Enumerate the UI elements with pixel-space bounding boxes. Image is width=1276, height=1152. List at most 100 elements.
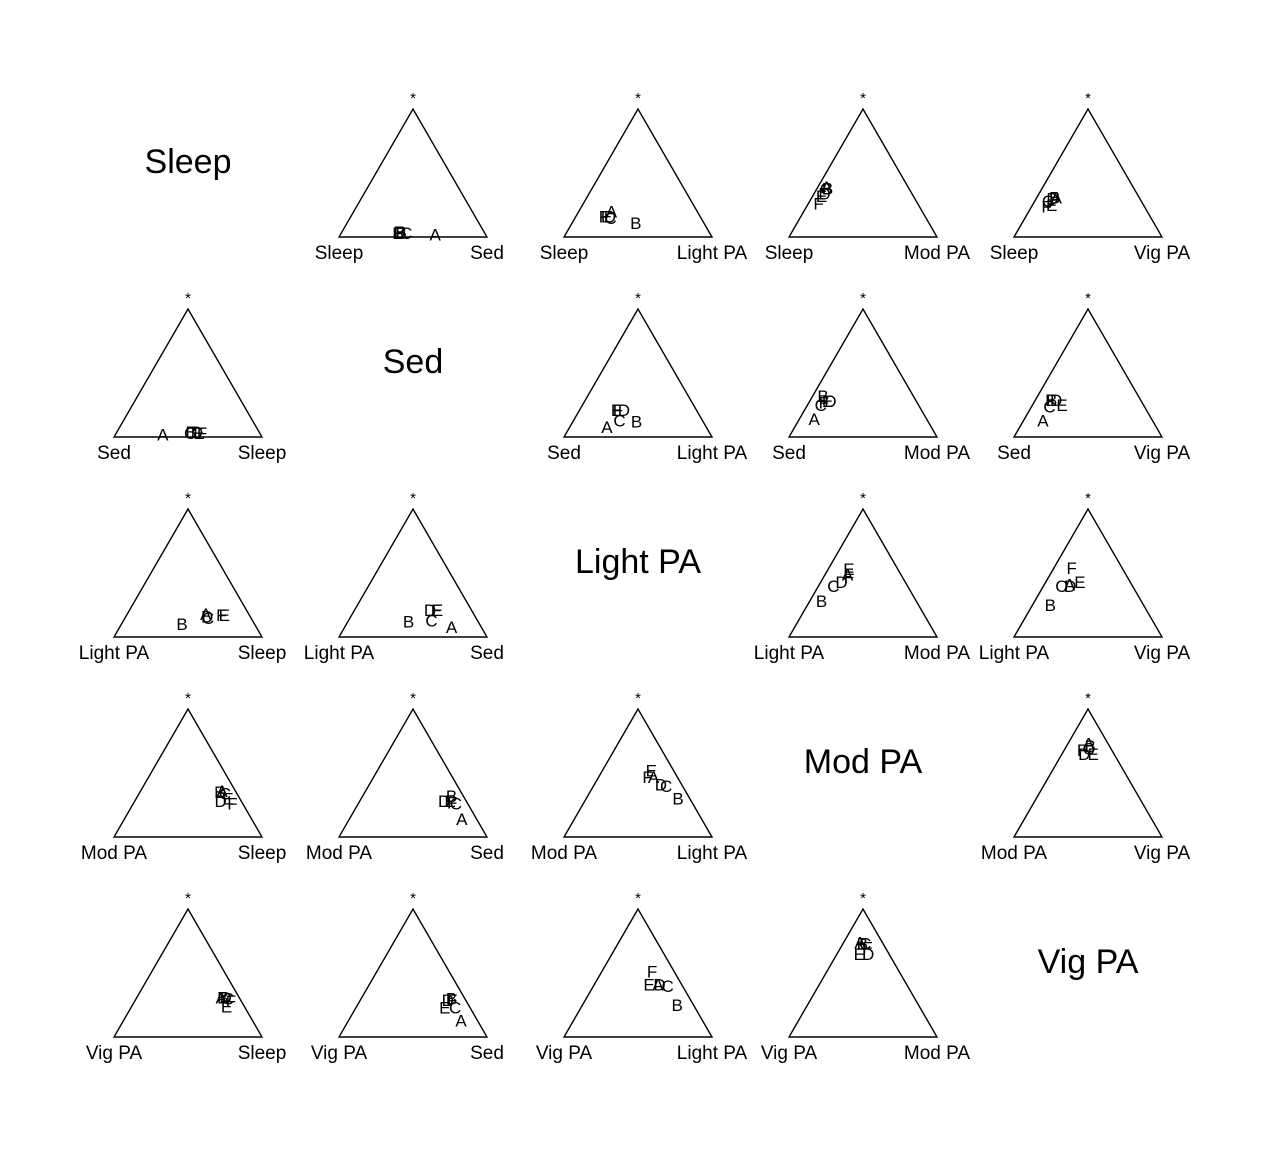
panel-light-pa-sed-left-label: Light PA [304, 643, 375, 664]
panel-sleep-vig-pa-point-b: B [1049, 188, 1060, 207]
panel-sleep-mod-pa-right-label: Mod PA [904, 243, 971, 264]
panel-mod-pa-sed-point-e: E [444, 792, 455, 811]
panel-light-pa-vig-pa-apex-label: * [1085, 490, 1091, 507]
panel-vig-pa-light-pa-point-d: D [653, 976, 665, 995]
panel-vig-pa-mod-pa-point-d: D [862, 945, 874, 964]
panel-mod-pa-sed-point-b: B [446, 787, 457, 806]
panel-light-pa-sleep-triangle [112, 507, 264, 638]
panel-mod-pa-vig-pa-point-b: B [1085, 737, 1096, 756]
panel-sed-light-pa-triangle [562, 307, 714, 438]
panel-sleep-sed-right-label: Sed [470, 243, 504, 264]
panel-mod-pa-sed-point-c: C [450, 795, 462, 814]
panel-sed-light-pa-point-c: C [613, 411, 625, 430]
panel-light-pa-vig-pa-point-f: F [1067, 559, 1077, 578]
panel-sed-light-pa-right-label: Light PA [677, 443, 748, 464]
panel-mod-pa-sed-triangle [337, 707, 489, 838]
panel-light-pa-vig-pa-triangle [1012, 507, 1164, 638]
panel-sed-sleep-triangle [112, 307, 264, 438]
panel-sleep-mod-pa-point-c: C [820, 179, 832, 198]
panel-vig-pa-light-pa-point-c: C [661, 977, 673, 996]
panel-light-pa-sleep-right-label: Sleep [238, 643, 287, 664]
panel-mod-pa-sleep-point-d: D [214, 792, 226, 811]
panel-vig-pa-mod-pa-point-c: C [859, 935, 871, 954]
panel-light-pa-sleep-point-c: C [202, 609, 214, 628]
diagonal-label-sleep: Sleep [145, 143, 232, 181]
panel-sed-mod-pa-triangle [787, 307, 939, 438]
panel-sleep-mod-pa-point-b: B [822, 179, 833, 198]
panel-light-pa-sed-point-a: A [446, 618, 458, 637]
panel-sed-vig-pa-triangle [1012, 307, 1164, 438]
panel-light-pa-mod-pa-point-b: B [816, 592, 827, 611]
panel-sleep-light-pa-point-a: A [606, 202, 618, 221]
panel-mod-pa-vig-pa-point-f: F [1077, 741, 1087, 760]
panel-light-pa-vig-pa-left-label: Light PA [979, 643, 1050, 664]
panel-mod-pa-vig-pa-point-e: E [1088, 745, 1099, 764]
panel-vig-pa-sed-point-f: F [447, 991, 457, 1010]
panel-sleep-vig-pa-point-f: F [1041, 197, 1051, 216]
panel-sed-mod-pa-point-f: F [819, 393, 829, 412]
panel-sleep-vig-pa-point-a: A [1051, 188, 1063, 207]
panel-mod-pa-sleep-point-f: F [227, 795, 237, 814]
panel-vig-pa-sed-point-d: D [442, 991, 454, 1010]
panel-sleep-vig-pa-point-c: C [1042, 192, 1054, 211]
panel-sleep-mod-pa-apex-label: * [860, 90, 866, 107]
panel-sleep-mod-pa-point-d: D [818, 185, 830, 204]
panel-sed-vig-pa-point-b: B [1046, 391, 1057, 410]
panel-vig-pa-light-pa-triangle [562, 907, 714, 1038]
panel-sleep-mod-pa-triangle [787, 107, 939, 238]
panel-vig-pa-light-pa-point-f: F [647, 963, 657, 982]
panel-vig-pa-light-pa-point-b: B [672, 996, 683, 1015]
panel-mod-pa-vig-pa-right-label: Vig PA [1134, 843, 1191, 864]
panel-light-pa-mod-pa-apex-label: * [860, 490, 866, 507]
panel-vig-pa-mod-pa-triangle [787, 907, 939, 1038]
panel-light-pa-sleep-point-a: A [200, 605, 212, 624]
panel-mod-pa-sleep-triangle [112, 707, 264, 838]
panel-light-pa-sed-apex-label: * [410, 490, 416, 507]
panel-mod-pa-sleep-left-label: Mod PA [81, 843, 148, 864]
panel-sed-mod-pa-right-label: Mod PA [904, 443, 971, 464]
panel-light-pa-sed-point-d: D [424, 601, 436, 620]
panel-light-pa-vig-pa-point-c: C [1055, 577, 1067, 596]
panel-sed-mod-pa-point-e: E [822, 392, 833, 411]
panel-light-pa-vig-pa-point-a: A [1064, 576, 1076, 595]
panel-sleep-mod-pa-point-f: F [813, 195, 823, 214]
panel-sed-mod-pa-point-a: A [809, 410, 821, 429]
panel-vig-pa-sed-right-label: Sed [470, 1043, 504, 1064]
panel-mod-pa-vig-pa-left-label: Mod PA [981, 843, 1048, 864]
panel-sed-light-pa-point-a: A [601, 418, 613, 437]
panel-sed-vig-pa-point-f: F [1045, 391, 1055, 410]
panel-mod-pa-light-pa-point-a: A [648, 768, 660, 787]
diagonal-label-light-pa: Light PA [575, 543, 701, 581]
panel-light-pa-mod-pa-point-d: D [835, 573, 847, 592]
diagonal-label-mod-pa: Mod PA [804, 743, 923, 781]
panel-mod-pa-sleep-point-b: B [214, 783, 225, 802]
panel-mod-pa-vig-pa-point-a: A [1083, 735, 1095, 754]
panel-mod-pa-vig-pa-triangle [1012, 707, 1164, 838]
diagonal-label-sed: Sed [383, 343, 444, 381]
panel-sed-sleep-left-label: Sed [97, 443, 131, 464]
panel-light-pa-sleep-apex-label: * [185, 490, 191, 507]
panel-vig-pa-mod-pa-point-f: F [862, 938, 872, 957]
panel-vig-pa-sleep-point-e: E [221, 997, 232, 1016]
panel-mod-pa-vig-pa-point-c: C [1083, 740, 1095, 759]
panel-sleep-vig-pa-apex-label: * [1085, 90, 1091, 107]
panel-sleep-light-pa-point-c: C [604, 209, 616, 228]
panel-vig-pa-mod-pa-right-label: Mod PA [904, 1043, 971, 1064]
panel-mod-pa-sed-right-label: Sed [470, 843, 504, 864]
panel-light-pa-mod-pa-left-label: Light PA [754, 643, 825, 664]
panel-mod-pa-vig-pa-point-d: D [1078, 745, 1090, 764]
panel-sleep-light-pa-right-label: Light PA [677, 243, 748, 264]
panel-mod-pa-sed-point-f: F [447, 793, 457, 812]
panel-mod-pa-light-pa-apex-label: * [635, 690, 641, 707]
panel-sleep-vig-pa-point-e: E [1046, 196, 1057, 215]
panel-mod-pa-sleep-point-c: C [219, 785, 231, 804]
panel-sleep-vig-pa-triangle [1012, 107, 1164, 238]
panel-sed-vig-pa-right-label: Vig PA [1134, 443, 1191, 464]
panel-sed-mod-pa-point-b: B [817, 387, 828, 406]
panel-sleep-sed-point-a: A [430, 225, 442, 244]
panel-mod-pa-light-pa-left-label: Mod PA [531, 843, 598, 864]
panel-sleep-mod-pa-point-e: E [816, 187, 827, 206]
panel-light-pa-mod-pa-point-e: E [843, 560, 854, 579]
panel-sed-vig-pa-point-a: A [1037, 411, 1049, 430]
